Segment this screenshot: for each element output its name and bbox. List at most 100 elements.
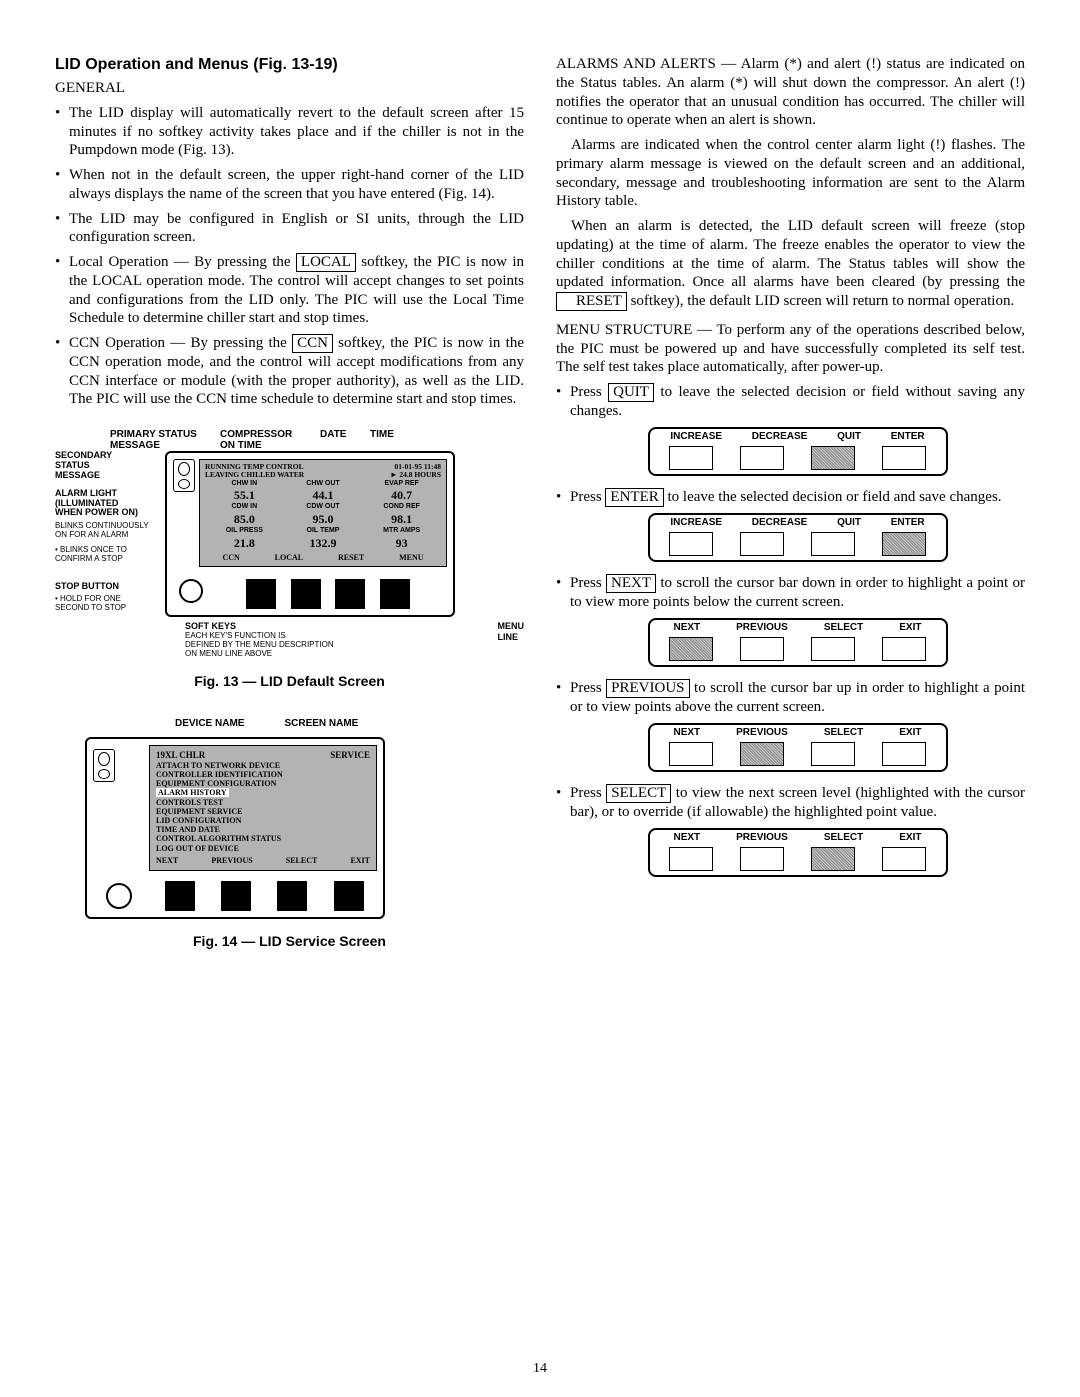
text: softkey), the default LID screen will re… [627, 293, 1014, 309]
cell: OIL TEMP [284, 527, 363, 536]
text: Press [570, 489, 605, 505]
cell: CDW IN [205, 503, 284, 512]
hdr-hours: ► 24.8 HOURS [390, 471, 441, 479]
cell: CHW IN [205, 480, 284, 489]
previous-softkey-box: PREVIOUS [606, 679, 689, 698]
service-menu-item: ATTACH TO NETWORK DEVICE [156, 761, 370, 770]
section-title: LID Operation and Menus (Fig. 13-19) [55, 55, 524, 75]
softkey-icon [246, 579, 276, 609]
label-secondary-status: SECONDARY STATUS MESSAGE [55, 451, 165, 481]
label-soft-keys-sub: EACH KEY'S FUNCTION IS DEFINED BY THE ME… [185, 632, 345, 658]
softkey-icon [165, 881, 195, 911]
bullet-item: The LID display will automatically rever… [69, 104, 524, 160]
service-menu-item: TIME AND DATE [156, 825, 370, 834]
service-menu-item: EQUIPMENT CONFIGURATION [156, 779, 370, 788]
label-blinks-once: • BLINKS ONCE TO CONFIRM A STOP [55, 546, 165, 564]
fig14-caption: Fig. 14 — LID Service Screen [55, 933, 524, 951]
label-device-name: DEVICE NAME [175, 718, 244, 731]
text: Press [570, 575, 606, 591]
hdr2: LEAVING CHILLED WATER [205, 471, 304, 479]
sk-label: INCREASE [670, 517, 722, 530]
sk-btn [882, 446, 926, 470]
sk-btn-active [882, 532, 926, 556]
text: to leave the selected decision or field … [664, 489, 1002, 505]
softkey-icon [221, 881, 251, 911]
sk-label: NEXT [673, 622, 700, 635]
sk-label: EXIT [899, 727, 921, 740]
lid-service-screen: 19XL CHLR SERVICE ATTACH TO NETWORK DEVI… [149, 745, 377, 871]
text: Press [570, 680, 606, 696]
label-screen-name: SCREEN NAME [284, 718, 358, 731]
menu-item: RESET [338, 553, 364, 563]
service-menu-item: CONTROLLER IDENTIFICATION [156, 770, 370, 779]
figure-13: PRIMARY STATUS MESSAGE COMPRESSOR ON TIM… [55, 429, 524, 690]
sk-label: QUIT [837, 517, 861, 530]
sk-btn [811, 637, 855, 661]
softkey-panel-enter: INCREASE DECREASE QUIT ENTER [648, 513, 948, 563]
sk-label: SELECT [824, 622, 863, 635]
bullet-item: Press SELECT to view the next screen lev… [570, 784, 1025, 877]
sk-btn [811, 532, 855, 556]
softkey-panel-previous: NEXT PREVIOUS SELECT EXIT [648, 723, 948, 773]
lid-device-fig14: 19XL CHLR SERVICE ATTACH TO NETWORK DEVI… [85, 737, 385, 919]
sk-label: EXIT [899, 622, 921, 635]
menu-item: SELECT [286, 856, 318, 866]
menu-item: CCN [222, 553, 239, 563]
cell: CDW OUT [284, 503, 363, 512]
page-number: 14 [0, 1360, 1080, 1378]
softkey-icon [335, 579, 365, 609]
screen-name-value: SERVICE [330, 750, 370, 761]
stop-button-icon [179, 579, 203, 603]
lid-device-fig13: RUNNING TEMP CONTROL LEAVING CHILLED WAT… [165, 451, 455, 617]
cell: EVAP REF [362, 480, 441, 489]
text: Press [570, 785, 606, 801]
softkey-icon [334, 881, 364, 911]
text: Local Operation — By pressing the [69, 254, 296, 270]
sk-btn-active [740, 742, 784, 766]
label-menu-line: MENU LINE [498, 621, 525, 659]
label-alarm-note: BLINKS CONTINUOUSLY ON FOR AN ALARM [55, 522, 165, 540]
service-menu-item: CONTROL ALGORITHM STATUS [156, 834, 370, 843]
device-name-value: 19XL CHLR [156, 750, 205, 761]
cell: MTR AMPS [362, 527, 441, 536]
ccn-softkey-box: CCN [292, 334, 333, 353]
sk-label: PREVIOUS [736, 727, 788, 740]
text: Press [570, 384, 608, 400]
service-menu-item: EQUIPMENT SERVICE [156, 807, 370, 816]
softkey-panel-quit: INCREASE DECREASE QUIT ENTER [648, 427, 948, 477]
sk-btn-active [669, 637, 713, 661]
softkey-icon [277, 881, 307, 911]
label-date: DATE [320, 429, 370, 451]
paragraph: ALARMS AND ALERTS — Alarm (*) and alert … [556, 55, 1025, 130]
local-softkey-box: LOCAL [296, 253, 356, 272]
sk-label: QUIT [837, 431, 861, 444]
menu-item: MENU [399, 553, 423, 563]
softkey-icon [291, 579, 321, 609]
bullet-item: When not in the default screen, the uppe… [69, 166, 524, 204]
label-time: TIME [370, 429, 410, 451]
sk-btn-active [811, 446, 855, 470]
stop-button-icon [106, 883, 132, 909]
paragraph: Alarms are indicated when the control ce… [556, 136, 1025, 211]
service-menu-item: LOG OUT OF DEVICE [156, 844, 370, 853]
sk-btn [740, 847, 784, 871]
menu-item: EXIT [350, 856, 370, 866]
bullet-item: The LID may be configured in English or … [69, 210, 524, 248]
cell: CHW OUT [284, 480, 363, 489]
bullet-item: Press QUIT to leave the selected decisio… [570, 383, 1025, 476]
bullet-item: Press PREVIOUS to scroll the cursor bar … [570, 679, 1025, 772]
sk-label: DECREASE [752, 517, 808, 530]
sk-label: INCREASE [670, 431, 722, 444]
text: When an alarm is detected, the LID defau… [556, 218, 1025, 290]
reset-softkey-box: RESET [556, 292, 627, 311]
menu-item: PREVIOUS [211, 856, 252, 866]
value: 44.1 [284, 488, 363, 503]
sk-label: NEXT [673, 727, 700, 740]
sk-label: PREVIOUS [736, 832, 788, 845]
service-menu-item: ALARM HISTORY [156, 788, 370, 797]
cell: COND REF [362, 503, 441, 512]
softkey-panel-next: NEXT PREVIOUS SELECT EXIT [648, 618, 948, 668]
sk-label: SELECT [824, 727, 863, 740]
bullet-item: Local Operation — By pressing the LOCAL … [69, 253, 524, 328]
sk-btn [669, 446, 713, 470]
